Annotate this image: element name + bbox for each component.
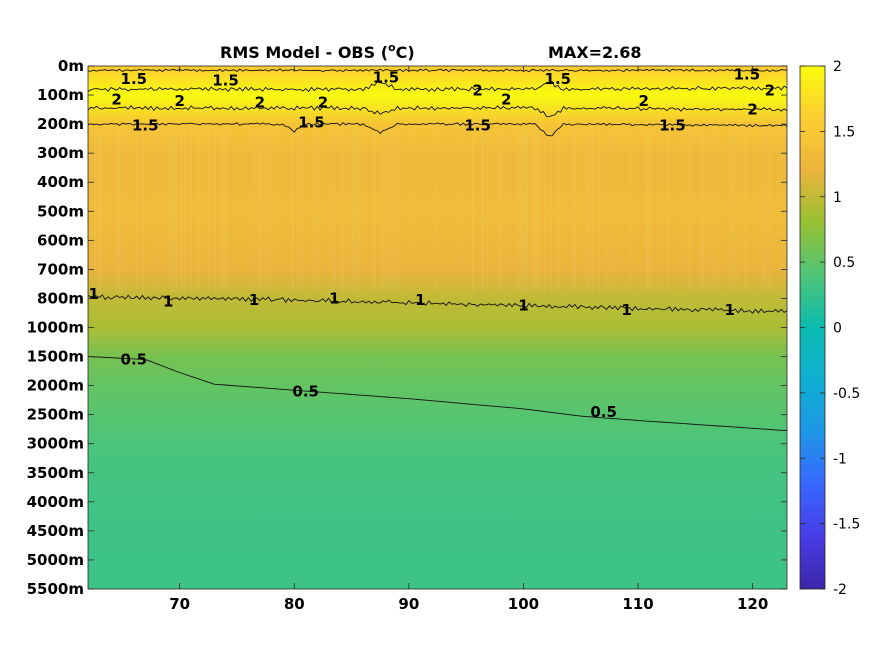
x-tick-label: 70 [169,595,190,613]
contour-label: 1.5 [464,117,491,135]
contour-label: 1.5 [659,117,686,135]
y-tick-label: 1000m [27,319,84,337]
contour-label: 2 [747,101,757,119]
contour-label: 1.5 [132,117,159,135]
y-tick-label: 600m [37,231,84,249]
plot-area: 1.51.51.51.51.52222222221.51.51.51.51111… [88,66,787,589]
y-tick-label: 1500m [27,348,84,366]
colorbar-tick-label: 1.5 [833,124,855,140]
chart-title-unit-suffix: C) [396,43,415,62]
x-tick-label: 80 [284,595,305,613]
contour-label: 2 [255,93,265,111]
contour-label: 1.5 [121,70,148,88]
contour-label: 2 [765,82,775,100]
colorbar-tick-label: -0.5 [833,386,860,402]
contour-label: 0.5 [590,403,617,421]
colorbar-tick-label: 0 [833,321,842,337]
colorbar-tick-label: -1.5 [833,517,860,533]
contour-label: 1 [249,291,259,309]
contour-label: 1 [724,301,734,319]
chart-title: RMS Model - OBS (oC) [220,41,415,62]
contour-label: 0.5 [121,350,148,368]
contour-label: 1 [89,285,99,303]
contour-label: 1.5 [545,70,572,88]
contour-label: 2 [174,92,184,110]
chart-title-text: RMS Model - OBS ( [220,43,388,62]
y-tick-label: 100m [37,86,84,104]
max-annotation: MAX=2.68 [548,43,642,62]
y-tick-label: 700m [37,260,84,278]
y-tick-label: 400m [37,173,84,191]
y-tick-label: 300m [37,144,84,162]
contour-label: 1.5 [734,66,761,84]
y-tick-label: 4500m [27,522,84,540]
y-tick-label: 500m [37,202,84,220]
y-tick-label: 3500m [27,464,84,482]
contour-label: 2 [111,90,121,108]
contour-label: 2 [472,82,482,100]
contour-label: 1 [518,297,528,315]
y-tick-label: 800m [37,289,84,307]
colorbar-tick-label: 2 [833,59,842,75]
contour-label: 1.5 [298,114,325,132]
y-tick-label: 2500m [27,406,84,424]
contour-label: 0.5 [292,382,319,400]
y-tick-label: 3000m [27,435,84,453]
y-tick-label: 0m [58,57,84,75]
colorbar-tick-label: -1 [833,451,847,467]
contour-label: 1 [163,292,173,310]
y-tick-label: 2000m [27,377,84,395]
contour-label: 1 [415,291,425,309]
y-tick-label: 5000m [27,551,84,569]
x-tick-label: 120 [737,595,768,613]
contour-label: 1.5 [373,69,400,87]
x-tick-label: 100 [508,595,539,613]
colorbar-tick-label: 1 [833,190,842,206]
y-tick-label: 5500m [27,580,84,598]
y-tick-label: 4000m [27,493,84,511]
x-tick-label: 110 [622,595,653,613]
x-tick-label: 90 [398,595,419,613]
contour-label: 2 [501,90,511,108]
colorbar-tick-label: -2 [833,582,847,598]
contour-label: 1 [621,301,631,319]
contour-label: 1.5 [212,72,239,90]
colorbar-tick-label: 0.5 [833,255,855,271]
colorbar: 2 1.5 1 0.5 0 -0.5 -1 -1.5 -2 [800,59,860,598]
contour-label: 2 [318,93,328,111]
contour-label: 2 [639,92,649,110]
contour-label: 1 [329,289,339,307]
y-tick-label: 200m [37,115,84,133]
